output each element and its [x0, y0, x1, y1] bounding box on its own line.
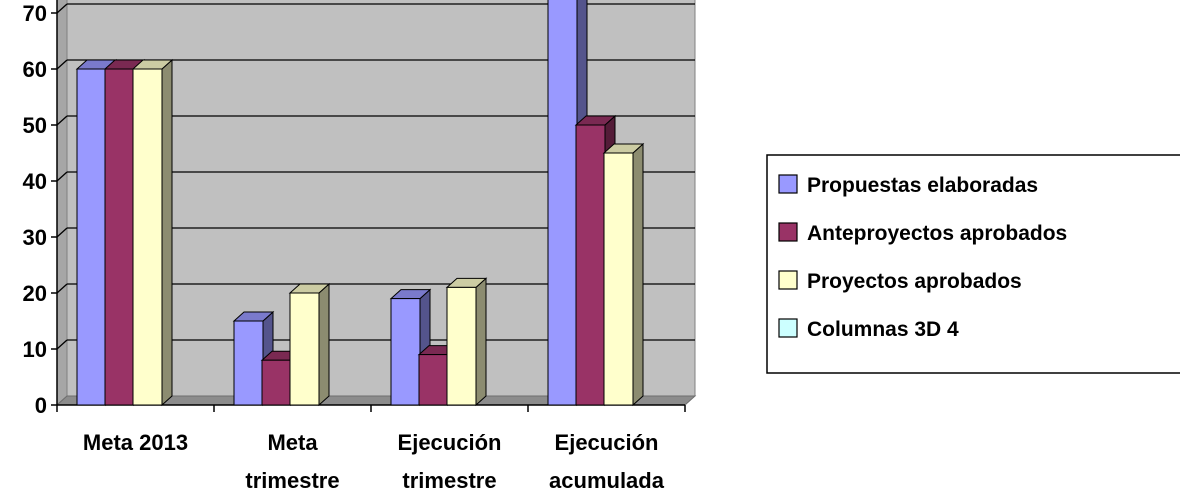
- bar: [602, 142, 645, 407]
- bars: [75, 0, 645, 407]
- y-tick-label: 20: [23, 281, 47, 306]
- bar-front: [390, 298, 421, 406]
- y-tick-label: 50: [23, 113, 47, 138]
- x-tick-labels: Meta 2013 Meta trimestre Ejecución trimestre…: [83, 430, 665, 493]
- gridline-depth: [56, 339, 68, 350]
- y-tick-label: 0: [35, 393, 47, 418]
- y-tick-label: 70: [23, 1, 47, 26]
- gridline-depth: [56, 59, 68, 70]
- legend-box: [766, 154, 1180, 374]
- bar-front: [418, 354, 449, 406]
- gridline-depth: [56, 283, 68, 294]
- bar-front: [261, 359, 292, 406]
- bar-front: [289, 292, 320, 406]
- x-tick-label: Meta 2013: [83, 430, 188, 455]
- y-tick-label: 10: [23, 337, 47, 362]
- x-tick-label: Meta trimestre: [245, 430, 339, 493]
- plot-walls: [55, 0, 697, 407]
- legend-label: Proyectos aprobados: [807, 270, 1022, 293]
- gridline-depth: [56, 3, 68, 14]
- bar-front: [104, 68, 135, 406]
- bar-front: [132, 68, 163, 406]
- gridline-depth: [56, 171, 68, 182]
- legend-label: Columnas 3D 4: [807, 318, 959, 341]
- legend: Propuestas elaboradas Anteproyectos aprob…: [766, 154, 1180, 374]
- gridline-depth: [56, 227, 68, 238]
- legend-label: Propuestas elaboradas: [807, 174, 1038, 197]
- bar-front: [575, 124, 606, 406]
- y-tick-label: 30: [23, 225, 47, 250]
- x-tick-label: Ejecución trimestre: [398, 430, 502, 493]
- bar-front: [446, 286, 477, 406]
- x-tick-label: Ejecución acumulada: [549, 430, 665, 493]
- bar-side: [632, 142, 644, 407]
- bar-front: [233, 320, 264, 406]
- bar: [131, 58, 174, 407]
- legend-swatch: [778, 174, 798, 194]
- bar: [445, 277, 488, 407]
- bar-front: [547, 0, 578, 406]
- legend-swatch: [778, 270, 798, 290]
- bar-side: [475, 277, 487, 407]
- legend-swatch: [778, 222, 798, 242]
- bar-front: [603, 152, 634, 406]
- bar-side: [318, 282, 330, 407]
- bar-front: [76, 68, 107, 406]
- y-tick-label: 60: [23, 57, 47, 82]
- legend-label: Anteproyectos aprobados: [807, 222, 1067, 245]
- legend-swatch: [778, 318, 798, 338]
- y-tick-label: 40: [23, 169, 47, 194]
- gridline-depth: [56, 115, 68, 126]
- bar-side: [161, 58, 173, 407]
- y-tick-labels: 01020304050607080: [23, 1, 47, 418]
- bar: [288, 282, 331, 407]
